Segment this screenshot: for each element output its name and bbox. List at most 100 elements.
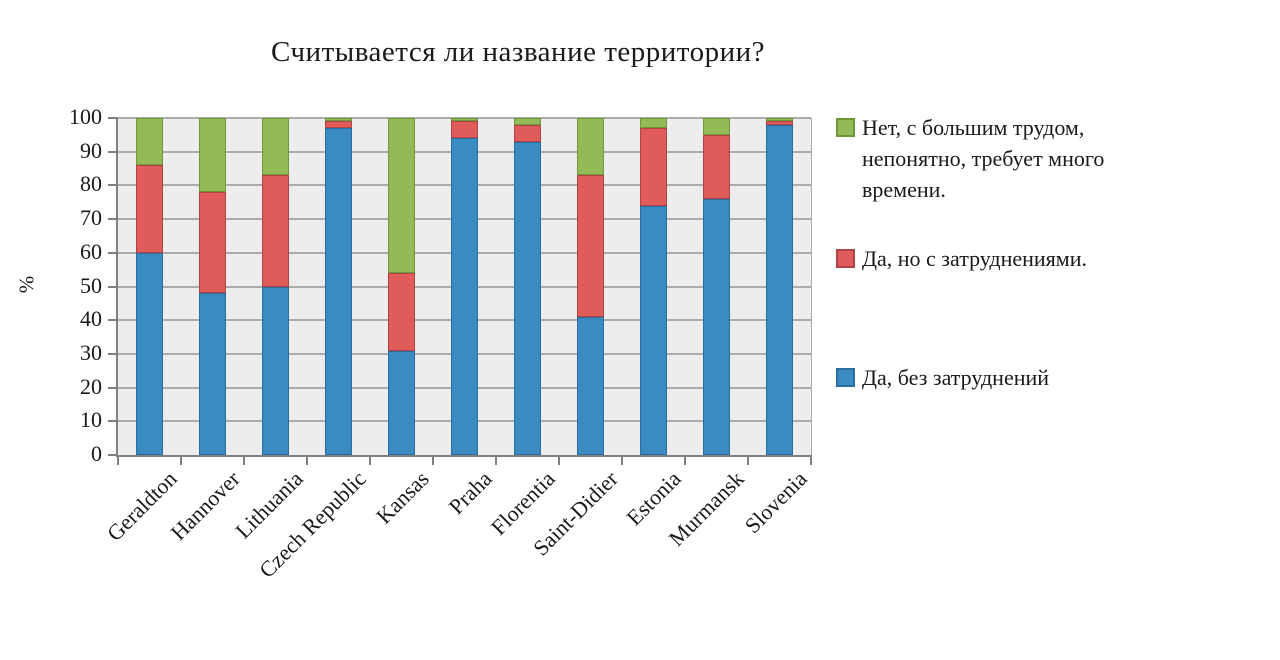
y-tick-mark xyxy=(108,352,116,355)
y-tick-mark xyxy=(108,386,116,389)
legend-label: Нет, с большим трудом, непонятно, требует… xyxy=(862,112,1104,206)
x-tick-mark xyxy=(117,457,119,465)
bar-segment xyxy=(135,165,164,253)
bar xyxy=(576,118,605,455)
y-tick-mark xyxy=(108,454,116,456)
bar-segment xyxy=(450,138,479,455)
bar-segment xyxy=(576,118,605,176)
x-tick-mark xyxy=(180,457,182,465)
y-tick-label: 60 xyxy=(80,238,102,264)
x-tick-mark xyxy=(369,457,371,465)
bar xyxy=(198,118,227,455)
bars-container xyxy=(118,118,811,455)
legend: Нет, с большим трудом, непонятно, требует… xyxy=(836,106,1266,466)
y-tick-label: 0 xyxy=(91,441,102,466)
bar-segment xyxy=(513,141,542,455)
y-tick-label: 50 xyxy=(80,272,102,298)
bar xyxy=(702,118,731,455)
category-slot xyxy=(433,118,496,455)
legend-swatch-icon xyxy=(836,368,855,387)
legend-item: Да, без затруднений xyxy=(836,362,1049,393)
x-tick-mark xyxy=(558,457,560,465)
legend-label-line: Да, но с затруднениями. xyxy=(862,246,1087,271)
gridline xyxy=(118,117,811,119)
x-axis-line xyxy=(116,455,812,457)
y-tick-mark xyxy=(108,251,116,254)
bar-segment xyxy=(135,252,164,455)
bar-segment xyxy=(702,134,731,199)
category-slot xyxy=(118,118,181,455)
bar-segment xyxy=(387,273,416,351)
category-slot xyxy=(559,118,622,455)
bar xyxy=(450,118,479,455)
bar-segment xyxy=(576,316,605,455)
bar xyxy=(513,118,542,455)
y-tick-label: 80 xyxy=(80,171,102,197)
y-tick-label: 100 xyxy=(69,104,102,129)
bar xyxy=(639,118,668,455)
bar-segment xyxy=(576,175,605,317)
bar-segment xyxy=(513,118,542,125)
legend-swatch-icon xyxy=(836,249,855,268)
legend-label-line: времени. xyxy=(862,177,946,203)
bar-segment xyxy=(702,118,731,135)
legend-label: Да, без затруднений xyxy=(862,362,1049,393)
y-tick-mark xyxy=(108,420,116,423)
bar-segment xyxy=(639,205,668,455)
y-tick-label: 30 xyxy=(80,339,102,365)
bar-segment xyxy=(261,175,290,287)
bar-segment xyxy=(765,124,794,455)
category-slot xyxy=(307,118,370,455)
category-slot xyxy=(685,118,748,455)
category-slot xyxy=(622,118,685,455)
y-tick-label: 40 xyxy=(80,306,102,332)
bar-segment xyxy=(450,118,479,122)
y-tick-mark xyxy=(108,218,116,221)
bar-segment xyxy=(765,121,794,125)
bar-segment xyxy=(261,118,290,176)
bar-segment xyxy=(198,293,227,455)
legend-label-line: непонятно, требует много xyxy=(862,146,1105,172)
chart-title: Считывается ли название территории? xyxy=(271,36,765,68)
bar-segment xyxy=(324,118,353,122)
bar-segment xyxy=(387,118,416,274)
bar-segment xyxy=(324,121,353,129)
legend-item: Нет, с большим трудом, непонятно, требует… xyxy=(836,112,1104,206)
x-tick-mark xyxy=(684,457,686,465)
x-tick-mark xyxy=(810,457,812,465)
bar-segment xyxy=(702,198,731,455)
bar xyxy=(135,118,164,455)
bar-segment xyxy=(198,192,227,294)
x-tick-mark xyxy=(495,457,497,465)
bar-segment xyxy=(198,118,227,193)
bar-segment xyxy=(765,118,794,122)
legend-label: Да, но с затруднениями. xyxy=(862,243,1087,274)
y-tick-mark xyxy=(108,117,116,119)
bar-segment xyxy=(450,121,479,139)
y-axis-line xyxy=(116,117,118,457)
y-tick-mark xyxy=(108,285,116,288)
category-slot xyxy=(181,118,244,455)
bar-segment xyxy=(324,128,353,455)
legend-label-line: Да, без затруднений xyxy=(862,365,1050,390)
bar-segment xyxy=(261,286,290,455)
y-tick-label: 10 xyxy=(80,407,102,433)
category-slot xyxy=(244,118,307,455)
bar-segment xyxy=(639,118,668,129)
legend-swatch-icon xyxy=(836,118,855,137)
bar xyxy=(765,118,794,455)
y-axis-unit-label: % xyxy=(14,275,39,294)
bar-segment xyxy=(387,350,416,455)
category-slot xyxy=(496,118,559,455)
category-slot xyxy=(370,118,433,455)
plot-area xyxy=(108,117,812,465)
y-tick-mark xyxy=(108,184,116,187)
legend-label-line: Нет, с большим трудом, xyxy=(862,115,1085,140)
bar-segment xyxy=(513,124,542,142)
y-tick-label: 90 xyxy=(80,137,102,163)
bar xyxy=(261,118,290,455)
bar-segment xyxy=(135,118,164,166)
y-tick-label: 20 xyxy=(80,373,102,399)
category-slot xyxy=(748,118,811,455)
